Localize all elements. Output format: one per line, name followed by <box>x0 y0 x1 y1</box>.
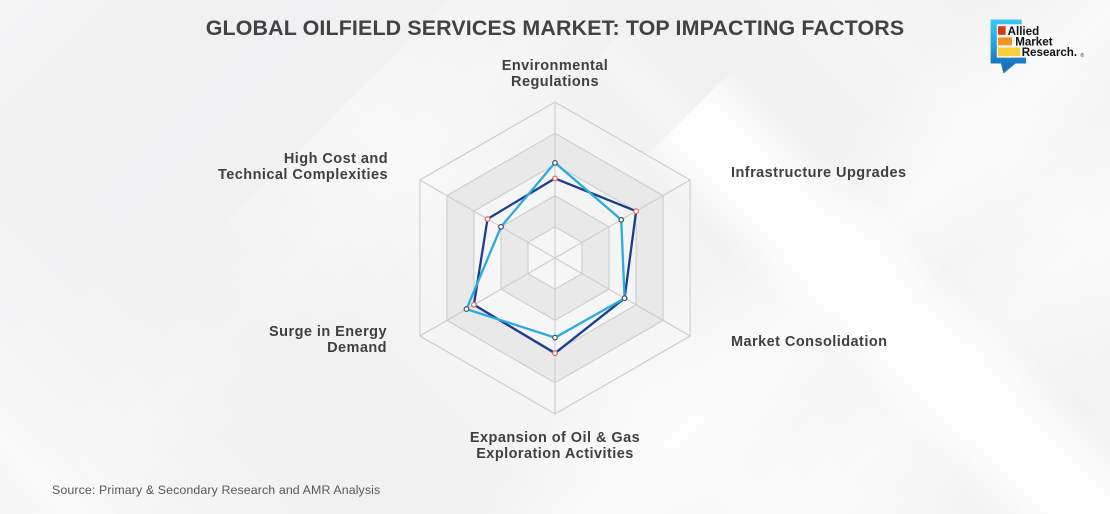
svg-text:®: ® <box>1081 52 1085 59</box>
svg-text:Allied: Allied <box>1008 25 1040 38</box>
svg-text:Market: Market <box>1015 35 1053 48</box>
svg-text:Research.: Research. <box>1022 46 1077 59</box>
